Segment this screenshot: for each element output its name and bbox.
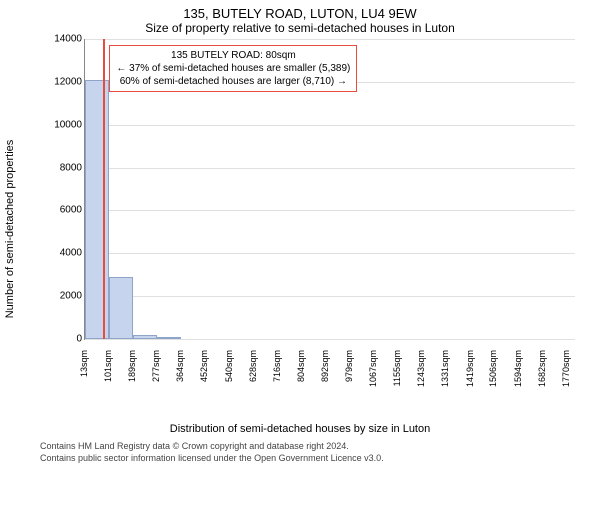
x-tick-label: 1506sqm <box>488 350 498 400</box>
page-subtitle: Size of property relative to semi-detach… <box>0 21 600 35</box>
x-tick-label: 1067sqm <box>368 350 378 400</box>
infobox-line3: 60% of semi-detached houses are larger (… <box>116 75 350 88</box>
gridline <box>85 339 575 340</box>
x-tick-label: 364sqm <box>175 350 185 400</box>
page-title: 135, BUTELY ROAD, LUTON, LU4 9EW <box>0 6 600 21</box>
x-tick-label: 979sqm <box>344 350 354 400</box>
y-tick-label: 0 <box>48 334 82 345</box>
gridline <box>85 253 575 254</box>
x-tick-label: 1243sqm <box>416 350 426 400</box>
footer: Contains HM Land Registry data © Crown c… <box>40 441 600 464</box>
y-tick-label: 2000 <box>48 291 82 302</box>
footer-line2: Contains public sector information licen… <box>40 453 600 465</box>
y-tick-label: 6000 <box>48 205 82 216</box>
x-tick-label: 452sqm <box>199 350 209 400</box>
x-axis-label: Distribution of semi-detached houses by … <box>0 423 600 435</box>
x-tick-label: 101sqm <box>103 350 113 400</box>
x-tick-label: 540sqm <box>224 350 234 400</box>
marker-line <box>103 39 105 339</box>
x-tick-label: 1594sqm <box>513 350 523 400</box>
x-tick-label: 892sqm <box>320 350 330 400</box>
x-tick-label: 1682sqm <box>537 350 547 400</box>
histogram-bar <box>157 337 181 339</box>
y-tick-label: 4000 <box>48 248 82 259</box>
x-tick-label: 13sqm <box>79 350 89 400</box>
histogram-chart: Number of semi-detached properties 135 B… <box>40 39 580 419</box>
footer-line1: Contains HM Land Registry data © Crown c… <box>40 441 600 453</box>
infobox-line1: 135 BUTELY ROAD: 80sqm <box>116 49 350 62</box>
y-axis-label: Number of semi-detached properties <box>4 140 16 319</box>
histogram-bar <box>109 277 133 339</box>
x-tick-label: 716sqm <box>272 350 282 400</box>
y-tick-label: 10000 <box>48 119 82 130</box>
x-tick-label: 277sqm <box>151 350 161 400</box>
x-tick-label: 1770sqm <box>561 350 571 400</box>
x-tick-label: 189sqm <box>127 350 137 400</box>
gridline <box>85 210 575 211</box>
histogram-bar <box>85 80 109 339</box>
x-tick-label: 1419sqm <box>465 350 475 400</box>
y-tick-label: 8000 <box>48 162 82 173</box>
x-tick-label: 804sqm <box>296 350 306 400</box>
gridline <box>85 125 575 126</box>
y-tick-label: 14000 <box>48 34 82 45</box>
x-tick-label: 1331sqm <box>440 350 450 400</box>
y-tick-label: 12000 <box>48 76 82 87</box>
gridline <box>85 168 575 169</box>
gridline <box>85 39 575 40</box>
marker-info-box: 135 BUTELY ROAD: 80sqm ← 37% of semi-det… <box>109 45 357 92</box>
infobox-line2: ← 37% of semi-detached houses are smalle… <box>116 62 350 75</box>
plot-region: 135 BUTELY ROAD: 80sqm ← 37% of semi-det… <box>84 39 575 340</box>
histogram-bar <box>133 335 157 339</box>
gridline <box>85 296 575 297</box>
x-tick-label: 628sqm <box>248 350 258 400</box>
x-tick-label: 1155sqm <box>392 350 402 400</box>
